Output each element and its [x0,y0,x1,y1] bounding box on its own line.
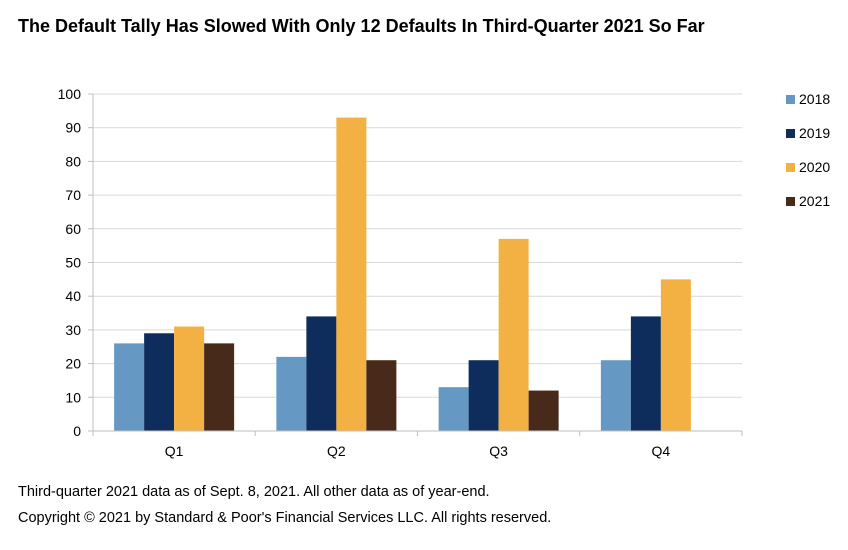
legend-label-2018: 2018 [799,91,830,107]
bar-2020-Q2 [336,117,367,431]
y-tick-label: 100 [58,86,82,102]
legend-swatch-2021 [786,197,795,206]
y-tick-label: 70 [65,187,81,203]
x-tick-label: Q2 [327,443,346,459]
y-tick-label: 80 [65,153,81,169]
legend-swatch-2018 [786,95,795,104]
bar-2019-Q4 [630,316,661,431]
bar-2019-Q2 [306,316,337,431]
y-tick-label: 60 [65,221,81,237]
chart-title: The Default Tally Has Slowed With Only 1… [18,16,705,36]
axes: 0 10 20 30 40 50 60 70 80 90 100 Q1 Q2 Q3 Q4 [58,86,743,459]
y-tick-label: 10 [65,389,81,405]
x-tick-label: Q4 [652,443,671,459]
x-tick-label: Q1 [165,443,184,459]
bar-2018-Q1 [114,343,145,431]
legend-swatch-2020 [786,163,795,172]
bar-2020-Q4 [660,279,691,431]
bar-2018-Q2 [276,356,307,431]
y-tick-label: 40 [65,288,81,304]
x-tick-label: Q3 [489,443,508,459]
y-tick-label: 0 [73,423,81,439]
bar-2018-Q4 [600,360,631,431]
y-tick-label: 20 [65,356,81,372]
bar-2021-Q2 [366,360,397,431]
bar-2019-Q1 [144,333,175,431]
bar-2020-Q1 [174,326,205,431]
y-tick-label: 90 [65,120,81,136]
legend-label-2019: 2019 [799,125,830,141]
bars [114,117,691,431]
bar-2020-Q3 [498,238,529,431]
copyright-note: Copyright © 2021 by Standard & Poor's Fi… [18,510,552,526]
bar-2019-Q3 [468,360,499,431]
bar-2018-Q3 [438,387,469,431]
y-tick-label: 30 [65,322,81,338]
legend: 2018 2019 2020 2021 [786,91,830,209]
data-note: Third-quarter 2021 data as of Sept. 8, 2… [18,484,490,500]
y-tick-label: 50 [65,255,81,271]
legend-label-2021: 2021 [799,193,830,209]
legend-label-2020: 2020 [799,159,830,175]
legend-swatch-2019 [786,129,795,138]
bar-2021-Q1 [204,343,235,431]
bar-2021-Q3 [528,390,559,431]
